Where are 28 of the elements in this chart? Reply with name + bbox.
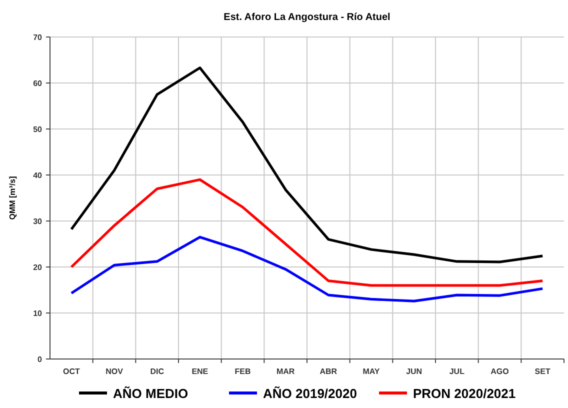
y-tick-label: 50 [33,124,43,134]
x-tick-label: MAR [276,367,295,376]
y-tick-label: 0 [38,354,43,364]
legend-label: PRON 2020/2021 [413,386,516,401]
line-series [70,66,544,264]
legend-label: AÑO 2019/2020 [263,386,357,401]
y-tick-label: 30 [33,216,43,226]
y-axis-title: QMM [m³/s] [8,176,17,220]
y-tick-label: 10 [33,308,43,318]
x-tick-label: FEB [234,367,251,376]
x-tick-label: JUL [449,367,465,376]
y-tick-label: 70 [33,32,43,42]
x-tick-label: AGO [490,367,509,376]
x-tick-label: SET [534,367,550,376]
y-tick-label: 20 [33,262,43,272]
x-tick-label: DIC [150,367,164,376]
line-series [70,178,544,287]
chart-title: Est. Aforo La Angostura - Río Atuel [224,12,391,23]
x-tick-label: JUN [406,367,422,376]
x-tick-label: ABR [320,367,338,376]
line-series [70,236,544,302]
legend-label: AÑO MEDIO [113,386,188,401]
y-tick-label: 60 [33,78,43,88]
x-tick-label: ENE [192,367,209,376]
x-tick-label: MAY [362,367,380,376]
y-tick-label: 40 [33,170,43,180]
x-tick-label: NOV [106,367,124,376]
x-tick-label: OCT [62,367,80,376]
